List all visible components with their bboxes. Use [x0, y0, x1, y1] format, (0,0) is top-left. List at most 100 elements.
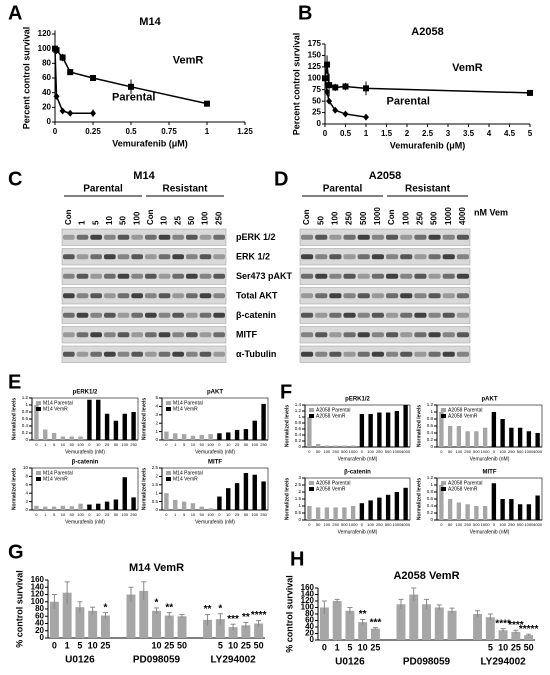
bar — [104, 413, 110, 440]
blot-band — [371, 254, 384, 260]
chart-title: A2058 — [411, 26, 443, 38]
blot-band — [428, 312, 441, 318]
legend-swatch — [309, 408, 314, 412]
blot-unit: nM Vem — [474, 207, 508, 217]
x-tick-label: 4000 — [401, 522, 411, 527]
blot-band — [329, 293, 342, 299]
blot-band — [104, 332, 116, 338]
blot-band — [371, 312, 384, 318]
blot-band — [213, 312, 225, 318]
blot-band — [172, 332, 184, 338]
x-tick-label: 10 — [96, 442, 101, 447]
x-tick-label: 5 — [53, 512, 56, 517]
marker — [326, 82, 333, 89]
legend-label: M14 Parental — [173, 400, 203, 406]
bar — [307, 417, 312, 447]
y-tick-label: 10 — [23, 465, 29, 470]
y-axis-label: Percent control survival — [21, 27, 31, 130]
blot-band — [386, 273, 399, 279]
legend-swatch — [441, 481, 446, 485]
significance: ** — [165, 602, 173, 613]
x-tick-label: 25 — [235, 442, 240, 447]
bar — [261, 481, 266, 510]
blot-strip — [61, 345, 227, 363]
bar — [60, 436, 66, 440]
x-tick-label: 100 — [324, 449, 331, 454]
legend-swatch — [36, 477, 41, 481]
blot-lane-label: Con — [302, 209, 311, 225]
blot-band — [104, 312, 116, 318]
bar — [482, 506, 488, 520]
x-tick-label: 1000 — [481, 522, 491, 527]
chart-title: MITF — [483, 470, 497, 476]
series-label: VemR — [452, 62, 483, 74]
y-tick-label: 2 — [155, 474, 158, 479]
y-tick-label: 0.6 — [427, 496, 434, 501]
legend-label: A2058 Parental — [316, 407, 350, 413]
bar — [49, 601, 59, 638]
significance: ** — [204, 604, 212, 615]
significance: **** — [495, 618, 511, 629]
blot-lane-label: 250 — [214, 211, 223, 225]
x-tick-label: 4 — [487, 129, 492, 138]
x-tick-label: 0 — [53, 127, 58, 136]
legend-swatch — [166, 401, 171, 405]
blot-lane-label: 250 — [345, 211, 354, 225]
series-label: Parental — [387, 96, 430, 108]
y-tick-label: 3 — [155, 412, 158, 417]
bar — [96, 399, 101, 440]
blot-band — [145, 332, 157, 338]
blot-band — [199, 293, 212, 299]
y-tick-label: 0.4 — [295, 432, 302, 437]
legend-swatch — [36, 471, 41, 475]
bar — [491, 412, 497, 447]
bar — [465, 431, 470, 447]
blot-band — [172, 351, 184, 357]
bar — [208, 508, 213, 510]
marker — [342, 83, 349, 90]
x-tick-label: 25 — [235, 512, 240, 517]
x-tick-label: 0 — [35, 442, 38, 447]
x-axis-label: Vemurafenib (nM) — [65, 449, 105, 455]
x-tick-label: 10 — [228, 640, 238, 650]
bar — [164, 493, 169, 510]
y-tick-label: 0 — [430, 444, 433, 449]
blot-band — [76, 254, 89, 260]
blot-lane-label: 50 — [119, 216, 128, 225]
bar — [34, 405, 39, 440]
blot-band — [76, 273, 89, 279]
x-tick-label: 50 — [200, 442, 205, 447]
blot-strip — [61, 326, 227, 344]
x-tick-label: 100 — [324, 522, 331, 527]
group-label: PD098059 — [133, 655, 181, 666]
x-tick-label: 5 — [528, 129, 533, 138]
blot-strip — [299, 228, 471, 246]
bar — [500, 419, 505, 447]
blot-band — [199, 332, 212, 338]
blot-band — [213, 351, 225, 357]
x-tick-label: 100 — [456, 522, 463, 527]
bar — [87, 504, 92, 510]
bar — [226, 488, 231, 510]
y-tick-label: 0 — [298, 517, 301, 522]
x-tick-label: 50 — [244, 442, 249, 447]
y-tick-label: 0 — [430, 517, 433, 522]
x-tick-label: 1000 — [349, 449, 359, 454]
y-tick-label: 1 — [298, 414, 301, 419]
bar — [152, 610, 161, 638]
blot-band — [199, 351, 212, 357]
blot-band — [145, 234, 157, 240]
y-tick-label: 0.6 — [22, 416, 29, 421]
blot-band — [63, 254, 75, 260]
bar — [535, 433, 540, 447]
blot-band — [456, 254, 469, 260]
y-tick-label: 0.8 — [22, 409, 29, 414]
y-tick-label: 0 — [155, 507, 158, 512]
y-tick-label: 50 — [312, 96, 321, 105]
y-axis-label: Percent control survival — [291, 33, 301, 136]
bar — [228, 627, 238, 638]
y-tick-label: 4 — [25, 490, 28, 495]
blot-band — [90, 332, 102, 338]
y-tick-label: 2 — [298, 489, 301, 494]
bar — [126, 594, 136, 638]
